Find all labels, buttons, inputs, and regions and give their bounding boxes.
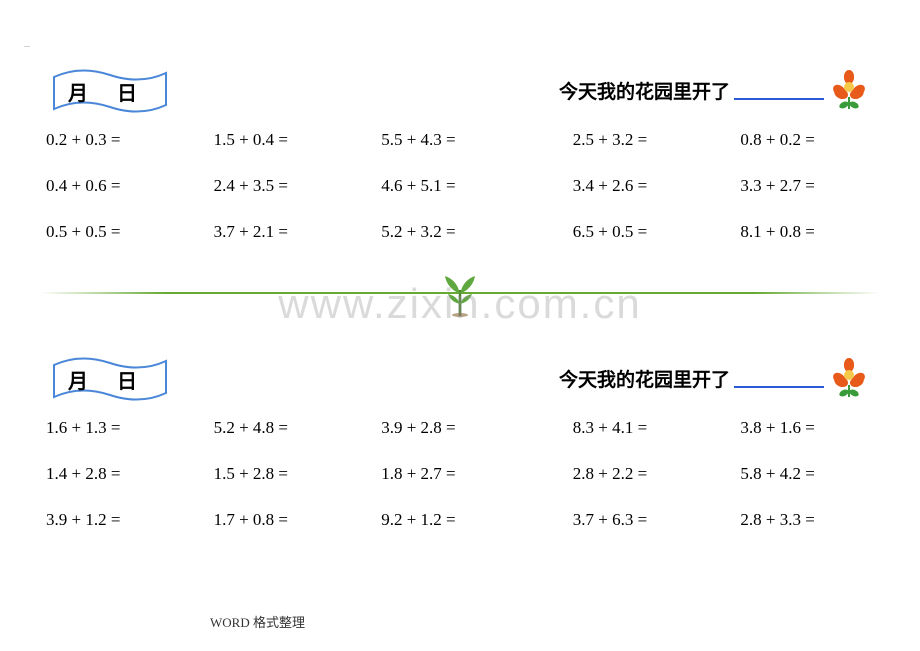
math-problem: 1.6 + 1.3 = (46, 418, 204, 438)
math-problem: 0.2 + 0.3 = (46, 130, 204, 150)
garden-blank[interactable] (734, 368, 824, 389)
math-problem: 9.2 + 1.2 = (381, 510, 539, 530)
math-problem: 1.5 + 0.4 = (214, 130, 372, 150)
math-problem: 2.5 + 3.2 = (549, 130, 707, 150)
flag-label: 月 日 (68, 365, 149, 394)
flower-icon (828, 69, 870, 111)
garden-caption: 今天我的花园里开了 (559, 69, 870, 111)
math-problem: 3.3 + 2.7 = (716, 176, 874, 196)
math-problem: 1.5 + 2.8 = (214, 464, 372, 484)
math-problem: 2.8 + 2.2 = (549, 464, 707, 484)
math-problem: 6.5 + 0.5 = (549, 222, 707, 242)
math-problem: 3.7 + 6.3 = (549, 510, 707, 530)
math-problem: 1.8 + 2.7 = (381, 464, 539, 484)
sprout-icon (435, 268, 485, 318)
garden-text: 今天我的花园里开了 (559, 365, 730, 392)
math-problem: 2.8 + 3.3 = (716, 510, 874, 530)
worksheet-block-2: 月 日 今天我的花园里开了 1.6 + 1.3 =5.2 + (40, 348, 880, 550)
math-problem: 3.9 + 1.2 = (46, 510, 204, 530)
math-problem: 5.2 + 4.8 = (214, 418, 372, 438)
footer-text: WORD 格式整理 (210, 612, 305, 631)
worksheet-block-1: 月 日 今天我的花园里开了 0.2 + 0.3 =1.5 + (40, 60, 880, 262)
section-divider (0, 268, 920, 318)
math-problem: 4.6 + 5.1 = (381, 176, 539, 196)
math-problem: 5.2 + 3.2 = (381, 222, 539, 242)
flower-icon (828, 357, 870, 399)
math-problem: 1.7 + 0.8 = (214, 510, 372, 530)
problem-grid-2: 1.6 + 1.3 = 5.2 + 4.8 = 3.9 + 2.8 = 8.3 + 4… (40, 418, 880, 550)
block-2-header: 月 日 今天我的花园里开了 (40, 348, 880, 408)
math-problem: 2.4 + 3.5 = (214, 176, 372, 196)
math-problem: 3.9 + 2.8 = (381, 418, 539, 438)
date-flag: 月 日 (50, 353, 170, 403)
garden-blank[interactable] (734, 80, 824, 101)
date-flag: 月 日 (50, 65, 170, 115)
math-problem: 8.3 + 4.1 = (549, 418, 707, 438)
math-problem: 3.4 + 2.6 = (549, 176, 707, 196)
math-problem: 8.1 + 0.8 = (716, 222, 874, 242)
page-dots: ... (24, 40, 30, 49)
math-problem: 5.8 + 4.2 = (716, 464, 874, 484)
garden-caption: 今天我的花园里开了 (559, 357, 870, 399)
math-problem: 1.4 + 2.8 = (46, 464, 204, 484)
math-problem: 3.7 + 2.1 = (214, 222, 372, 242)
block-1-header: 月 日 今天我的花园里开了 (40, 60, 880, 120)
math-problem: 0.4 + 0.6 = (46, 176, 204, 196)
flag-label: 月 日 (68, 77, 149, 106)
problem-grid-1: 0.2 + 0.3 = 1.5 + 0.4 = 5.5 + 4.3 = 2.5 + 3… (40, 130, 880, 262)
math-problem: 0.8 + 0.2 = (716, 130, 874, 150)
garden-text: 今天我的花园里开了 (559, 77, 730, 104)
math-problem: 0.5 + 0.5 = (46, 222, 204, 242)
math-problem: 5.5 + 4.3 = (381, 130, 539, 150)
math-problem: 3.8 + 1.6 = (716, 418, 874, 438)
